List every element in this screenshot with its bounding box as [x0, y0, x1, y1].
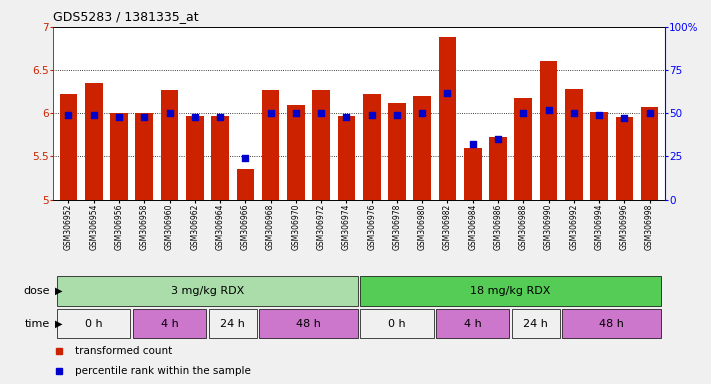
Point [341, 114, 352, 120]
Text: 4 h: 4 h [161, 318, 178, 329]
Point [139, 114, 150, 120]
Bar [211, 116, 229, 200]
Point [619, 115, 630, 121]
Bar [464, 148, 481, 200]
Point [88, 112, 100, 118]
Bar [110, 113, 128, 200]
Bar [540, 61, 557, 200]
Bar [616, 117, 634, 200]
Text: transformed count: transformed count [75, 346, 172, 356]
Point [63, 112, 74, 118]
Bar [489, 137, 507, 200]
Point [290, 110, 301, 116]
Text: dose: dose [23, 286, 50, 296]
Bar [85, 83, 102, 200]
Text: 48 h: 48 h [296, 318, 321, 329]
Bar [590, 112, 608, 200]
Point [391, 112, 402, 118]
Text: 24 h: 24 h [523, 318, 548, 329]
FancyBboxPatch shape [57, 309, 130, 338]
Point [164, 110, 175, 116]
FancyBboxPatch shape [133, 309, 206, 338]
Text: ▶: ▶ [55, 318, 63, 329]
Bar [237, 169, 255, 200]
Text: 18 mg/kg RDX: 18 mg/kg RDX [471, 286, 551, 296]
Bar [363, 94, 380, 200]
FancyBboxPatch shape [360, 276, 661, 306]
Point [366, 112, 378, 118]
Point [240, 155, 251, 161]
Point [518, 110, 529, 116]
Bar [388, 103, 406, 200]
Text: 0 h: 0 h [85, 318, 102, 329]
Bar [161, 90, 178, 200]
Point [113, 114, 124, 120]
FancyBboxPatch shape [57, 276, 358, 306]
Bar [262, 90, 279, 200]
Bar [439, 37, 456, 200]
Point [417, 110, 428, 116]
Text: 3 mg/kg RDX: 3 mg/kg RDX [171, 286, 244, 296]
Text: 4 h: 4 h [464, 318, 481, 329]
Bar [287, 104, 305, 200]
Point [189, 114, 201, 120]
Text: GDS5283 / 1381335_at: GDS5283 / 1381335_at [53, 10, 199, 23]
Point [316, 110, 327, 116]
Bar [413, 96, 431, 200]
Text: 0 h: 0 h [388, 318, 406, 329]
Text: ▶: ▶ [55, 286, 63, 296]
Point [543, 107, 555, 113]
Point [265, 110, 277, 116]
Point [594, 112, 605, 118]
Bar [338, 116, 356, 200]
Bar [565, 89, 583, 200]
Text: percentile rank within the sample: percentile rank within the sample [75, 366, 250, 376]
Text: 24 h: 24 h [220, 318, 245, 329]
Point [442, 89, 453, 96]
Text: 48 h: 48 h [599, 318, 624, 329]
FancyBboxPatch shape [512, 309, 560, 338]
FancyBboxPatch shape [562, 309, 661, 338]
Point [467, 141, 479, 147]
FancyBboxPatch shape [436, 309, 509, 338]
Bar [60, 94, 77, 200]
Point [492, 136, 503, 142]
Point [215, 114, 226, 120]
Bar [135, 113, 153, 200]
FancyBboxPatch shape [360, 309, 434, 338]
FancyBboxPatch shape [209, 309, 257, 338]
Point [568, 110, 579, 116]
Point [644, 110, 656, 116]
Bar [186, 116, 203, 200]
Bar [312, 90, 330, 200]
FancyBboxPatch shape [260, 309, 358, 338]
Bar [515, 98, 532, 200]
Text: time: time [24, 318, 50, 329]
Bar [641, 107, 658, 200]
